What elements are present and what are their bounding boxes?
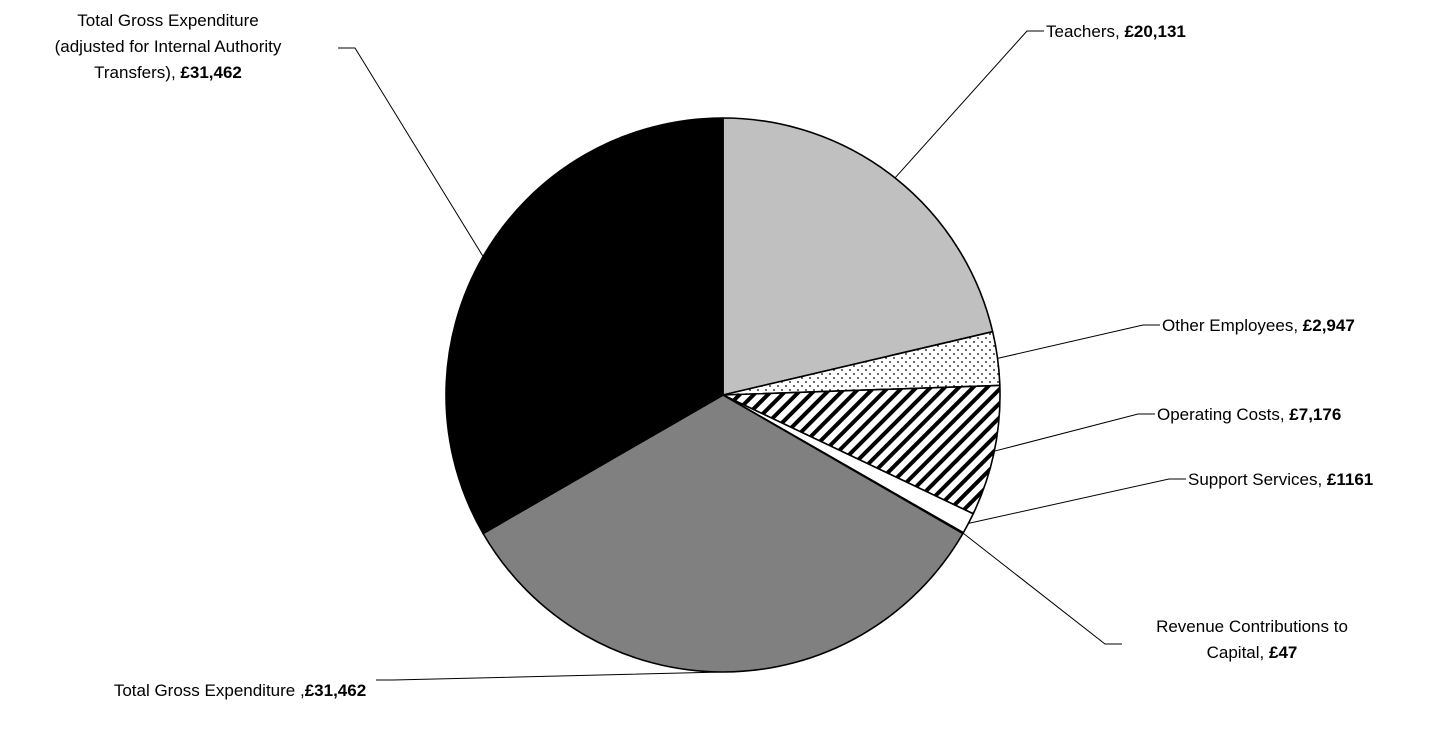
leader-line-7: [338, 47, 484, 257]
slice-label-1: Teachers, £20,131: [1046, 22, 1186, 41]
leader-line-2: [997, 324, 1160, 359]
pie-slice-7: [445, 117, 724, 535]
slice-value-5: £47: [1269, 643, 1297, 662]
slice-value-2: £2,947: [1303, 316, 1355, 335]
leader-line-6: [376, 671, 724, 681]
slice-label-7: Total Gross Expenditure (adjusted for Int…: [55, 11, 282, 82]
slice-value-4: £1161: [1327, 470, 1373, 489]
slice-value-1: £20,131: [1124, 22, 1185, 41]
leader-line-3: [994, 413, 1155, 452]
leader-line-1: [894, 30, 1044, 179]
slice-label-3: Operating Costs, £7,176: [1157, 405, 1341, 424]
pie-slice-1: [722, 117, 994, 396]
slice-label-5: Revenue Contributions to Capital, £47: [1156, 617, 1348, 662]
leader-lines: [338, 30, 1186, 681]
slice-labels: Teachers, £20,131 Other Employees, £2,947…: [55, 11, 1374, 700]
leader-line-4: [968, 478, 1186, 524]
leader-line-5: [962, 532, 1122, 645]
slice-value-3: £7,176: [1289, 405, 1341, 424]
pie-slices: [445, 117, 1001, 673]
slice-label-2: Other Employees, £2,947: [1162, 316, 1355, 335]
slice-label-6: Total Gross Expenditure ,£31,462: [114, 681, 366, 700]
slice-value-6: £31,462: [305, 681, 366, 700]
slice-value-7: £31,462: [180, 63, 241, 82]
slice-label-4: Support Services, £1161: [1188, 470, 1373, 489]
